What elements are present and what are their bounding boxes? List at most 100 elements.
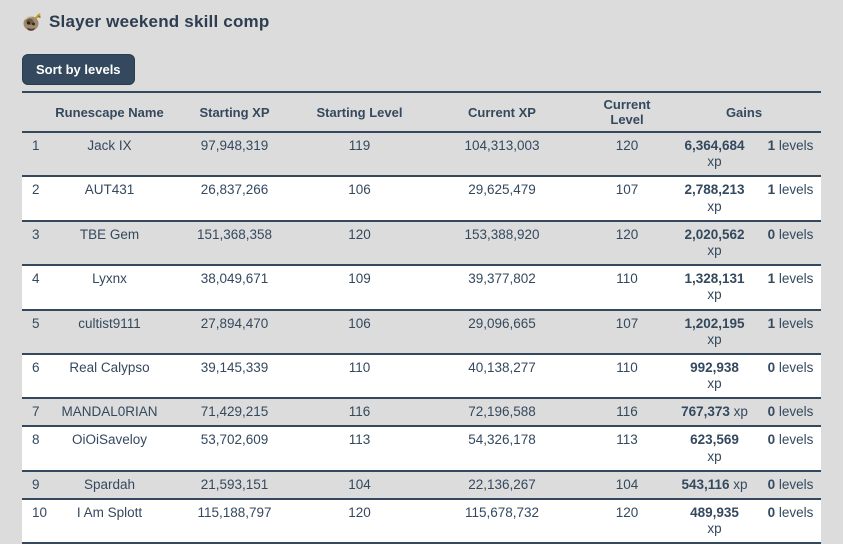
table-row: 7 MANDAL0RIAN 71,429,215 116 72,196,588 116 76… bbox=[22, 398, 821, 427]
rank-cell: 1 bbox=[32, 138, 40, 153]
gains-levels-cell: 0 levels bbox=[767, 404, 814, 420]
starting-xp-cell: 53,702,609 bbox=[200, 432, 269, 448]
starting-level-cell: 110 bbox=[348, 359, 371, 375]
player-name-cell: Lyxnx bbox=[92, 271, 127, 287]
starting-xp-cell: 27,894,470 bbox=[200, 315, 269, 331]
gains-xp-value: 543,116 bbox=[681, 476, 730, 492]
table-row: 5 cultist9111 27,894,470 106 29,096,665 107 1,… bbox=[22, 310, 821, 354]
starting-xp-column-header: Starting XP bbox=[199, 104, 270, 120]
gains-levels-value: 1 bbox=[767, 315, 776, 331]
gains-xp-cell: 543,116 xp bbox=[667, 471, 762, 499]
gains-xp-cell: 623,569 xp bbox=[667, 426, 762, 470]
gains-xp-cell: 992,938 xp bbox=[667, 354, 762, 398]
player-name-cell: AUT431 bbox=[84, 182, 135, 198]
leaderboard-body: 1 Jack IX 97,948,319 119 104,313,003 120 6,364… bbox=[22, 132, 821, 544]
gains-levels-cell: 0 levels bbox=[767, 359, 814, 375]
current-xp-cell: 40,138,277 bbox=[468, 359, 536, 375]
starting-level-cell: 120 bbox=[348, 505, 371, 520]
header-row: Runescape Name Starting XP Starting Leve… bbox=[22, 92, 821, 132]
gains-xp-unit: xp bbox=[707, 242, 722, 258]
starting-level-cell: 109 bbox=[348, 271, 371, 287]
gains-levels-cell: 0 levels bbox=[767, 432, 814, 448]
current-level-cell: 116 bbox=[616, 404, 638, 420]
gains-levels-cell: 1 levels bbox=[767, 315, 814, 331]
gains-xp-cell: 2,020,562 xp bbox=[667, 221, 762, 265]
current-level-cell: 120 bbox=[615, 226, 639, 242]
table-row: 10 I Am Splott 115,188,797 120 115,678,732 12… bbox=[22, 499, 821, 544]
current-xp-cell: 115,678,732 bbox=[464, 505, 540, 520]
gains-xp-unit: xp bbox=[707, 521, 722, 537]
current-level-cell: 120 bbox=[615, 138, 639, 153]
gains-levels-value: 0 bbox=[767, 432, 776, 448]
current-level-column-header: Current Level bbox=[603, 97, 651, 127]
starting-level-cell: 116 bbox=[348, 404, 371, 420]
current-level-cell: 120 bbox=[615, 505, 639, 520]
slayer-skill-icon bbox=[23, 13, 41, 31]
current-xp-cell: 153,388,920 bbox=[464, 226, 540, 242]
current-level-cell: 107 bbox=[615, 182, 639, 198]
player-name-cell: MANDAL0RIAN bbox=[61, 404, 158, 420]
gains-levels-value: 0 bbox=[767, 476, 776, 492]
gains-xp-value: 992,938 bbox=[690, 359, 739, 375]
gains-levels-value: 1 bbox=[767, 271, 776, 287]
gains-xp-unit: xp bbox=[707, 376, 722, 392]
gains-xp-unit: xp bbox=[707, 287, 722, 303]
gains-xp-unit: xp bbox=[707, 448, 722, 464]
gains-xp-cell: 489,935 xp bbox=[667, 499, 762, 543]
starting-xp-cell: 39,145,339 bbox=[200, 359, 269, 375]
rank-cell: 6 bbox=[32, 359, 40, 375]
gains-levels-value: 1 bbox=[767, 138, 776, 153]
starting-xp-cell: 97,948,319 bbox=[200, 138, 269, 153]
gains-xp-value: 6,364,684 bbox=[684, 138, 745, 153]
gains-xp-value: 489,935 bbox=[690, 505, 739, 520]
gains-xp-unit: xp bbox=[733, 404, 748, 420]
current-xp-column-header: Current XP bbox=[468, 104, 536, 120]
gains-xp-value: 1,328,131 bbox=[684, 271, 745, 287]
gains-column-header: Gains bbox=[725, 104, 763, 120]
page-header: Slayer weekend skill comp bbox=[22, 10, 821, 34]
starting-level-column-header: Starting Level bbox=[316, 104, 403, 120]
rank-cell: 9 bbox=[32, 476, 40, 492]
gains-levels-cell: 0 levels bbox=[767, 226, 814, 242]
rank-cell: 4 bbox=[32, 271, 40, 287]
gains-xp-cell: 1,328,131 xp bbox=[667, 265, 762, 309]
current-xp-cell: 39,377,802 bbox=[468, 271, 536, 287]
gains-levels-value: 1 bbox=[767, 182, 776, 198]
current-level-cell: 104 bbox=[615, 476, 639, 492]
starting-level-cell: 104 bbox=[348, 476, 371, 492]
page-title: Slayer weekend skill comp bbox=[49, 12, 270, 31]
player-name-cell: OiOiSaveloy bbox=[71, 432, 148, 448]
gains-levels-cell: 1 levels bbox=[767, 182, 814, 198]
rank-cell: 8 bbox=[32, 432, 40, 448]
gains-xp-cell: 1,202,195 xp bbox=[667, 310, 762, 354]
starting-level-cell: 120 bbox=[348, 226, 371, 242]
gains-xp-cell: 767,373 xp bbox=[667, 398, 762, 426]
starting-xp-cell: 71,429,215 bbox=[200, 404, 269, 420]
starting-level-cell: 106 bbox=[348, 315, 371, 331]
gains-xp-value: 623,569 bbox=[690, 432, 739, 448]
table-row: 1 Jack IX 97,948,319 119 104,313,003 120 6,364… bbox=[22, 132, 821, 177]
player-name-cell: Jack IX bbox=[87, 138, 132, 153]
gains-levels-value: 0 bbox=[767, 404, 776, 420]
current-xp-cell: 54,326,178 bbox=[468, 432, 536, 448]
rank-column-header bbox=[22, 92, 52, 132]
gains-xp-unit: xp bbox=[733, 476, 748, 492]
current-level-cell: 113 bbox=[616, 432, 638, 448]
player-name-cell: Spardah bbox=[83, 476, 136, 492]
gains-levels-value: 0 bbox=[767, 226, 776, 242]
rank-cell: 10 bbox=[32, 505, 48, 520]
player-name-cell: Real Calypso bbox=[69, 359, 150, 375]
gains-levels-value: 0 bbox=[767, 505, 776, 520]
table-row: 4 Lyxnx 38,049,671 109 39,377,802 110 1,328,13… bbox=[22, 265, 821, 310]
rank-cell: 2 bbox=[32, 182, 40, 198]
sort-by-levels-button[interactable]: Sort by levels bbox=[22, 54, 135, 85]
starting-xp-cell: 115,188,797 bbox=[197, 505, 272, 520]
rank-cell: 5 bbox=[32, 315, 40, 331]
leaderboard-header: Runescape Name Starting XP Starting Leve… bbox=[22, 92, 821, 132]
gains-xp-cell: 2,788,213 xp bbox=[667, 176, 762, 220]
gains-xp-unit: xp bbox=[707, 331, 722, 347]
current-level-cell: 110 bbox=[616, 271, 638, 287]
gains-levels-cell: 0 levels bbox=[767, 476, 814, 492]
leaderboard-table: Runescape Name Starting XP Starting Leve… bbox=[22, 91, 821, 544]
